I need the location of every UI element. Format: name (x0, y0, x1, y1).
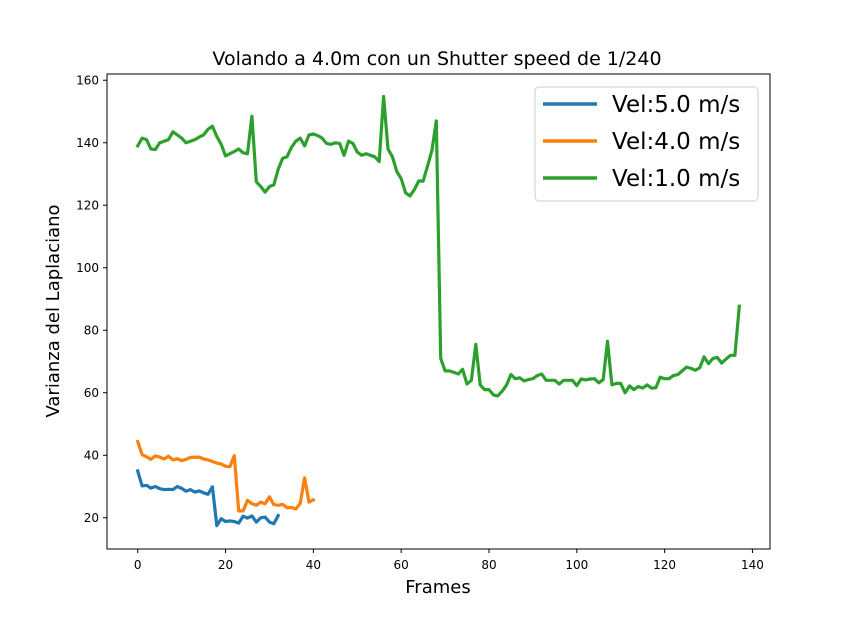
y-tick-label: 80 (84, 323, 99, 337)
legend: Vel:5.0 m/s Vel:4.0 m/s Vel:1.0 m/s (534, 86, 759, 202)
x-tick-label: 60 (394, 558, 409, 572)
y-tick-label: 100 (76, 261, 99, 275)
legend-label-3: Vel:1.0 m/s (612, 166, 740, 192)
ticks: 0 20 40 60 80 100 120 140 20 40 60 80 100 120 140 160 (76, 73, 764, 572)
x-tick-label: 80 (481, 558, 496, 572)
series-layer (135, 94, 742, 528)
x-tick-label: 40 (306, 558, 321, 572)
x-tick-label: 140 (741, 558, 764, 572)
x-tick-label: 20 (218, 558, 233, 572)
series-line-2 (135, 439, 316, 513)
x-tick-label: 0 (134, 558, 142, 572)
y-tick-label: 140 (76, 136, 99, 150)
y-tick-label: 120 (76, 198, 99, 212)
y-tick-label: 160 (76, 73, 99, 87)
y-axis-title: Varianza del Laplaciano (43, 204, 64, 417)
y-tick-label: 40 (84, 448, 99, 462)
legend-label-1: Vel:5.0 m/s (612, 92, 740, 118)
y-tick-label: 60 (84, 386, 99, 400)
legend-label-2: Vel:4.0 m/s (612, 129, 740, 155)
legend-box (534, 86, 759, 202)
x-axis-title: Frames (405, 577, 470, 598)
series-line-3 (135, 94, 742, 398)
y-tick-label: 20 (84, 511, 99, 525)
x-tick-label: 120 (653, 558, 676, 572)
x-tick-label: 100 (565, 558, 588, 572)
chart-title: Volando a 4.0m con un Shutter speed de 1… (212, 48, 661, 70)
plot-frame (106, 73, 771, 550)
series-line-1 (135, 468, 281, 528)
